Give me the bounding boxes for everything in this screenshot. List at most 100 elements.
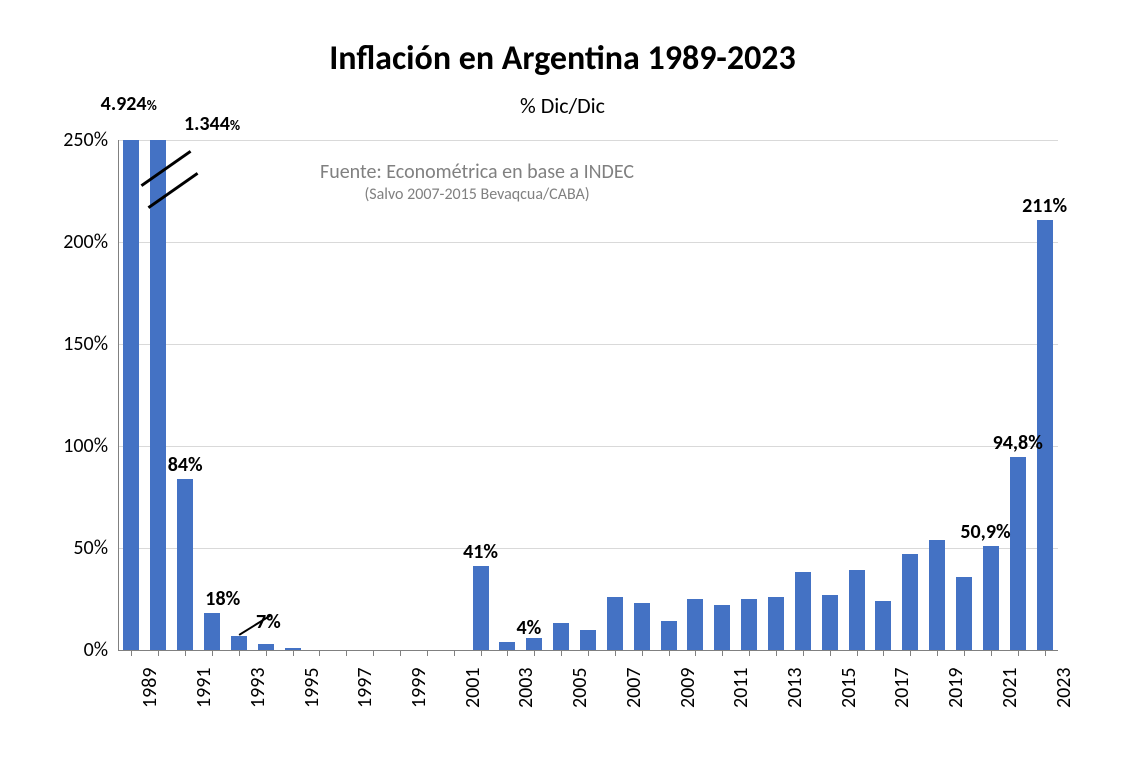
grid-line (118, 140, 1058, 141)
xtick-label: 1989 (138, 667, 162, 708)
bar (661, 621, 677, 650)
bar (983, 546, 999, 650)
chart-container: Inflación en Argentina 1989-2023 % Dic/D… (0, 0, 1125, 779)
bar (473, 566, 489, 650)
xtick (373, 650, 374, 656)
bar (902, 554, 918, 650)
xtick-label: 2021 (998, 667, 1022, 708)
data-label: 41% (463, 540, 498, 564)
ytick-label: 100% (28, 434, 108, 458)
xtick-label: 2007 (622, 667, 646, 708)
ytick-label: 150% (28, 332, 108, 356)
ytick-label: 250% (28, 128, 108, 152)
bar (499, 642, 515, 650)
xtick-label: 2005 (568, 667, 592, 708)
bar (123, 140, 139, 650)
data-label: 4.924% (101, 92, 157, 116)
xtick (131, 650, 132, 656)
xtick-label: 2015 (837, 667, 861, 708)
xtick-label: 2011 (729, 667, 753, 708)
bar (687, 599, 703, 650)
bar (929, 540, 945, 650)
xtick (910, 650, 911, 656)
grid-line (118, 548, 1058, 549)
xtick (964, 650, 965, 656)
grid-line (118, 446, 1058, 447)
xtick-label: 1995 (300, 667, 324, 708)
xtick (427, 650, 428, 656)
xtick (1018, 650, 1019, 656)
data-label: 50,9% (960, 520, 1010, 544)
bar (1010, 457, 1026, 650)
xtick (669, 650, 670, 656)
bar (795, 572, 811, 650)
xtick (481, 650, 482, 656)
data-label: 84% (168, 453, 203, 477)
bar (741, 599, 757, 650)
xtick (991, 650, 992, 656)
ytick-label: 200% (28, 230, 108, 254)
bar (580, 630, 596, 650)
xtick (857, 650, 858, 656)
bar (822, 595, 838, 650)
xtick-label: 2013 (783, 667, 807, 708)
data-label: 1.344% (184, 112, 240, 136)
xtick (883, 650, 884, 656)
xtick (158, 650, 159, 656)
ytick-label: 50% (28, 536, 108, 560)
bar (177, 479, 193, 650)
bar (231, 636, 247, 650)
chart-title: Inflación en Argentina 1989-2023 (0, 38, 1125, 79)
bar (204, 613, 220, 650)
xtick-label: 1991 (192, 667, 216, 708)
xtick (212, 650, 213, 656)
xtick (695, 650, 696, 656)
bar (768, 597, 784, 650)
xtick-label: 2023 (1052, 667, 1076, 708)
xtick-label: 2001 (461, 667, 485, 708)
bar (553, 623, 569, 650)
grid-line (118, 344, 1058, 345)
xtick-label: 1997 (353, 667, 377, 708)
xtick (239, 650, 240, 656)
xtick (454, 650, 455, 656)
bar (607, 597, 623, 650)
xtick (507, 650, 508, 656)
xtick-label: 1999 (407, 667, 431, 708)
chart-subtitle: % Dic/Dic (0, 92, 1125, 119)
xtick (319, 650, 320, 656)
bar (849, 570, 865, 650)
xtick-label: 1993 (246, 667, 270, 708)
xtick (588, 650, 589, 656)
y-axis (118, 140, 119, 650)
xtick (937, 650, 938, 656)
xtick (776, 650, 777, 656)
bar (875, 601, 891, 650)
xtick-label: 2019 (944, 667, 968, 708)
data-label: 4% (517, 616, 542, 640)
xtick (830, 650, 831, 656)
xtick (722, 650, 723, 656)
bar (634, 603, 650, 650)
bar (150, 140, 166, 650)
xtick-label: 2017 (890, 667, 914, 708)
data-label: 211% (1022, 194, 1067, 218)
xtick (561, 650, 562, 656)
xtick (293, 650, 294, 656)
xtick (400, 650, 401, 656)
plot-area: 0%50%100%150%200%250%1989199119931995199… (118, 140, 1058, 650)
bar (714, 605, 730, 650)
xtick (642, 650, 643, 656)
data-label: 18% (205, 587, 240, 611)
xtick (346, 650, 347, 656)
ytick-label: 0% (28, 638, 108, 662)
xtick (534, 650, 535, 656)
xtick (615, 650, 616, 656)
data-label: 94,8% (993, 431, 1043, 455)
xtick-label: 2003 (514, 667, 538, 708)
xtick (749, 650, 750, 656)
grid-line (118, 242, 1058, 243)
xtick-label: 2009 (676, 667, 700, 708)
bar (956, 577, 972, 650)
xtick (1045, 650, 1046, 656)
